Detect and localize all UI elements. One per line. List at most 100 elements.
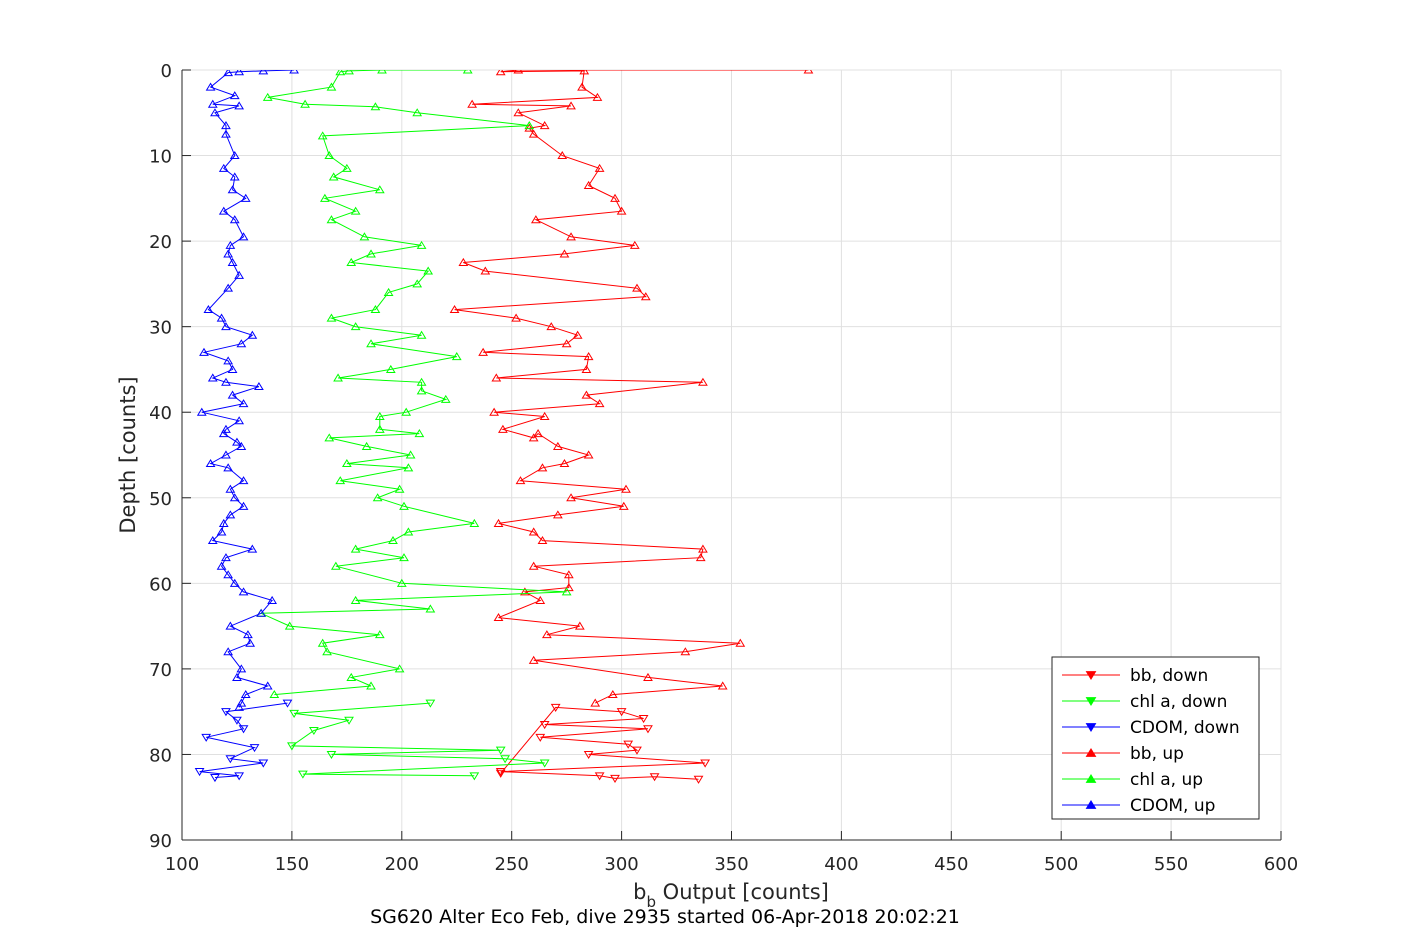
- data-point: [221, 553, 231, 562]
- data-point: [223, 70, 234, 77]
- data-point: [416, 386, 427, 395]
- data-point: [232, 672, 242, 681]
- data-point: [227, 257, 238, 266]
- legend-marker: [1085, 747, 1097, 757]
- data-point: [243, 630, 253, 639]
- data-point: [552, 441, 563, 450]
- data-point: [370, 102, 381, 111]
- data-point: [610, 193, 620, 202]
- data-point: [803, 70, 814, 74]
- legend: bb, down chl a, down CDOM, down bb, up chl a…: [1051, 656, 1260, 820]
- series-chl-a-up: [256, 70, 572, 699]
- data-point: [698, 544, 708, 553]
- data-point: [298, 770, 308, 779]
- data-point: [229, 493, 240, 502]
- data-point: [205, 458, 216, 468]
- x-tick-label: 400: [824, 854, 858, 875]
- data-point: [221, 322, 231, 331]
- data-point: [335, 70, 346, 76]
- y-tick-label: 30: [149, 318, 172, 339]
- data-point: [388, 535, 398, 545]
- data-point: [370, 304, 381, 314]
- x-tick-label: 250: [495, 854, 529, 875]
- data-point: [583, 750, 594, 760]
- data-point: [238, 587, 249, 596]
- data-point: [414, 429, 425, 438]
- legend-item: bb, down: [1062, 666, 1208, 686]
- legend-item: CDOM, up: [1062, 796, 1215, 816]
- data-point: [346, 672, 357, 681]
- data-point: [207, 99, 218, 108]
- data-point: [638, 715, 649, 724]
- data-point: [225, 621, 236, 630]
- data-point: [405, 450, 416, 459]
- data-point: [341, 163, 352, 172]
- data-point: [324, 433, 335, 442]
- data-point: [528, 655, 539, 664]
- series-bb-down: [495, 703, 711, 784]
- data-point: [289, 70, 299, 74]
- data-point: [425, 604, 436, 613]
- data-point: [583, 180, 594, 189]
- data-point: [240, 689, 251, 699]
- y-tick-label: 10: [149, 147, 172, 168]
- data-point: [537, 463, 548, 472]
- data-point: [592, 92, 603, 101]
- data-point: [632, 746, 642, 755]
- data-point: [513, 108, 524, 117]
- data-point: [374, 424, 385, 433]
- data-point: [528, 527, 539, 536]
- data-point: [366, 681, 376, 690]
- data-point: [210, 108, 220, 117]
- data-point: [717, 681, 728, 690]
- data-point: [359, 232, 370, 241]
- data-point: [238, 476, 249, 485]
- data-point: [643, 725, 653, 734]
- data-point: [225, 510, 236, 519]
- data-point: [326, 215, 337, 224]
- x-tick-label: 300: [604, 854, 638, 875]
- data-point: [333, 373, 343, 382]
- data-point: [541, 630, 552, 639]
- data-point: [377, 70, 387, 74]
- x-tick-label: 200: [385, 854, 419, 875]
- data-point: [249, 744, 260, 753]
- data-point: [229, 91, 240, 100]
- data-point: [500, 755, 510, 764]
- y-tick-label: 90: [149, 831, 172, 852]
- data-point: [425, 699, 436, 708]
- data-point: [607, 689, 618, 699]
- data-point: [225, 484, 236, 493]
- data-point: [341, 458, 352, 468]
- data-point: [205, 82, 216, 91]
- y-tick-label: 0: [161, 61, 172, 82]
- x-tick-label: 350: [714, 854, 748, 875]
- data-point: [218, 163, 229, 172]
- legend-marker: [1085, 697, 1097, 707]
- data-point: [269, 689, 280, 699]
- data-point: [229, 578, 240, 587]
- data-point: [262, 681, 273, 690]
- legend-label: chl a, up: [1130, 770, 1203, 790]
- series-line: [454, 70, 809, 704]
- data-point: [467, 99, 478, 108]
- y-tick-label: 80: [149, 745, 172, 766]
- data-point: [227, 185, 238, 194]
- data-point: [594, 163, 605, 172]
- data-point: [416, 377, 427, 386]
- y-tick-label: 60: [149, 574, 172, 595]
- data-point: [232, 716, 242, 725]
- axes: [181, 69, 1282, 841]
- legend-label: bb, up: [1130, 744, 1184, 764]
- data-point: [223, 647, 234, 656]
- data-point: [546, 322, 557, 331]
- data-point: [317, 638, 328, 647]
- data-point: [199, 347, 209, 356]
- data-point: [247, 330, 258, 339]
- data-point: [216, 313, 227, 322]
- data-point: [227, 390, 238, 399]
- data-point: [232, 437, 242, 446]
- data-point: [563, 583, 574, 592]
- data-point: [223, 283, 234, 292]
- data-point: [254, 381, 264, 391]
